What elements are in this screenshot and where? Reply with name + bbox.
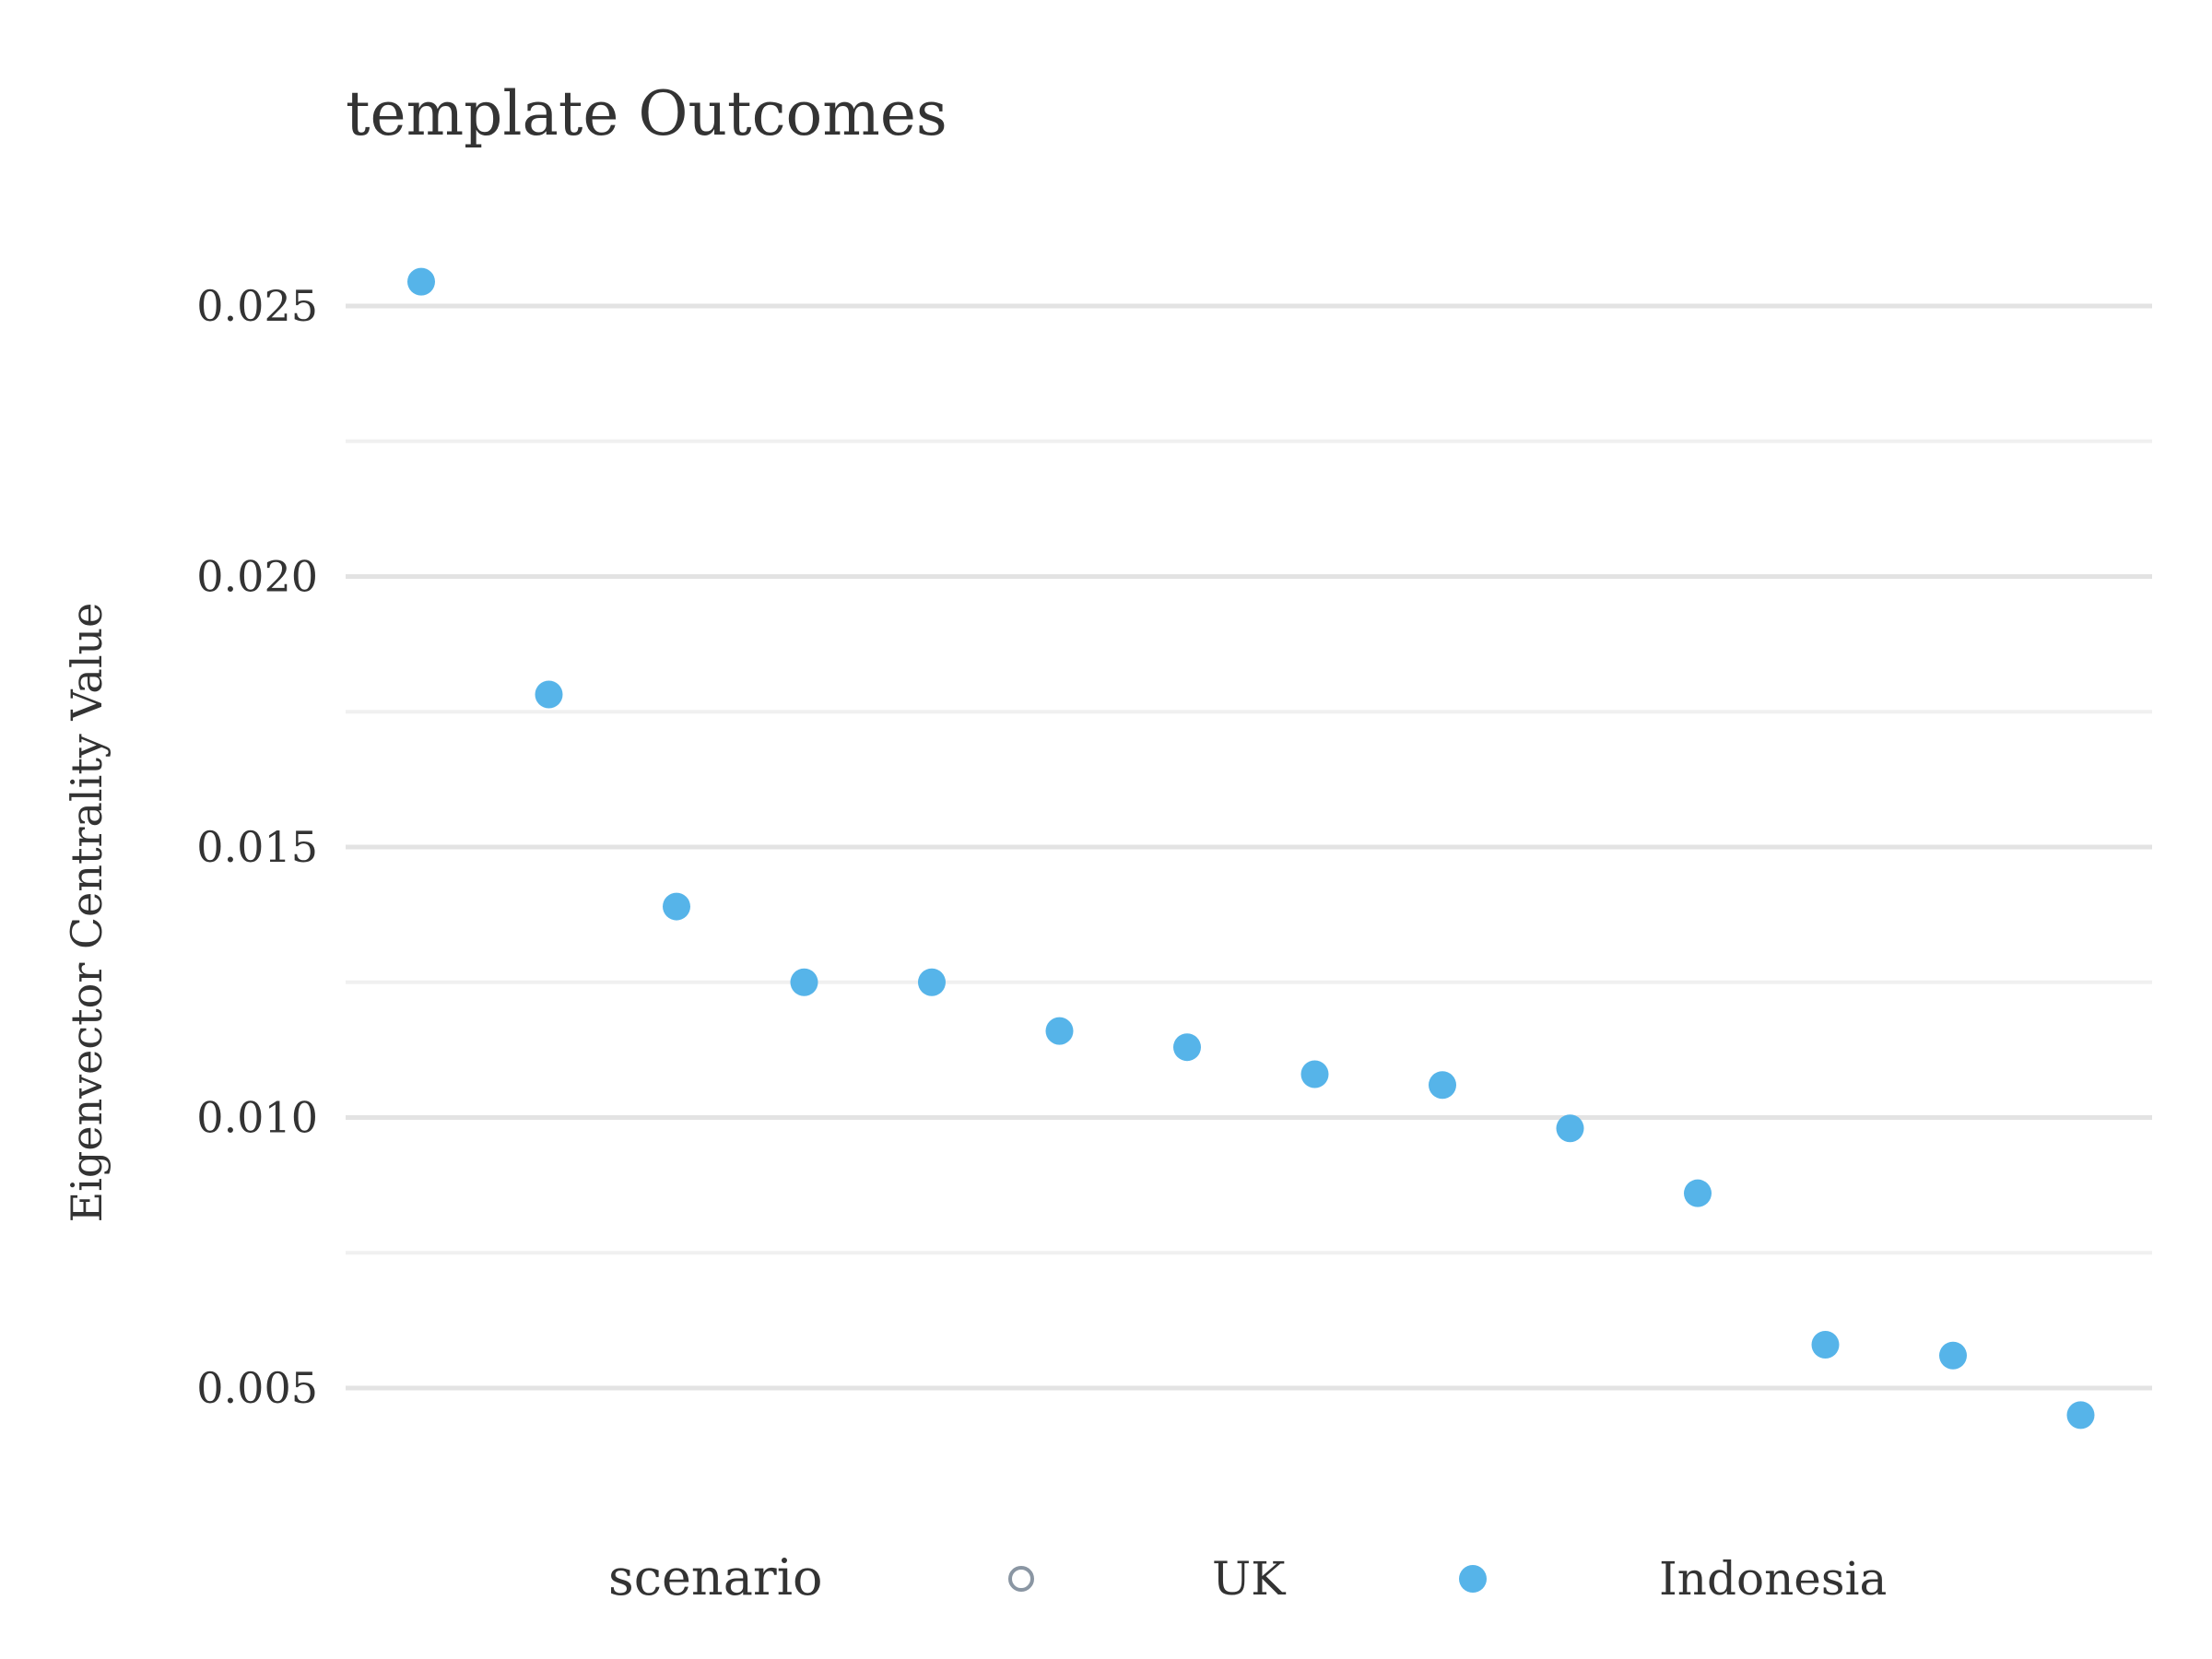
data-point-indonesia: [918, 968, 946, 996]
data-point-indonesia: [1684, 1179, 1712, 1207]
data-point-indonesia: [1939, 1341, 1967, 1370]
data-point-indonesia: [1556, 1114, 1584, 1143]
data-point-indonesia: [1429, 1071, 1456, 1100]
legend-label-indonesia: Indonesia: [1659, 1552, 1887, 1606]
y-tick-label: 0.015: [196, 822, 318, 872]
legend-marker-uk: [1008, 1566, 1034, 1592]
data-point-indonesia: [1811, 1331, 1840, 1359]
y-tick-label: 0.025: [196, 281, 318, 331]
legend: scenario UK Indonesia: [608, 1548, 1887, 1606]
data-point-indonesia: [790, 968, 818, 996]
data-point-indonesia: [407, 267, 435, 296]
chart-title: template Outcomes: [346, 78, 947, 149]
y-tick-label: 0.010: [196, 1093, 318, 1143]
data-point-indonesia: [1300, 1060, 1329, 1088]
y-tick-labels: 0.005 0.010 0.015 0.020 0.025: [196, 281, 318, 1413]
data-point-indonesia: [1045, 1017, 1074, 1045]
legend-marker-indonesia: [1459, 1565, 1487, 1593]
y-tick-label: 0.020: [196, 552, 318, 602]
legend-title: scenario: [608, 1548, 822, 1606]
data-point-indonesia: [535, 680, 563, 709]
y-tick-label: 0.005: [196, 1363, 318, 1413]
y-axis-label: Eigenvector Centrality Value: [62, 603, 112, 1223]
data-point-indonesia: [1173, 1033, 1201, 1062]
data-point-indonesia: [2066, 1401, 2095, 1430]
data-point-indonesia: [663, 892, 690, 921]
gridlines: [346, 303, 2152, 1391]
data-points: [407, 267, 2095, 1430]
legend-label-uk: UK: [1212, 1552, 1287, 1606]
